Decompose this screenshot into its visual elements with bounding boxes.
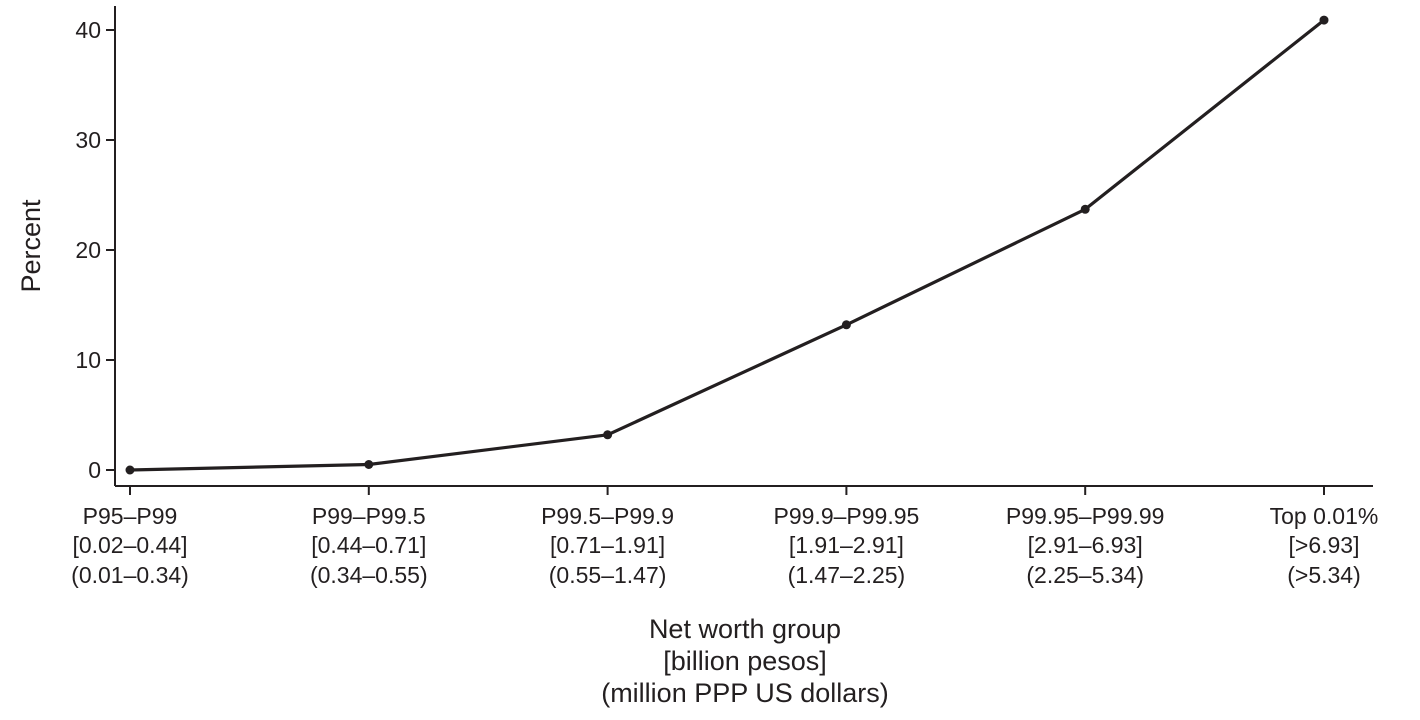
x-tick-label-usd: (>5.34) (1287, 562, 1361, 588)
y-tick-label: 40 (75, 17, 101, 43)
x-tick-label-pesos: [0.44–0.71] (311, 532, 426, 558)
x-tick-label-pesos: [>6.93] (1289, 532, 1360, 558)
x-tick-label: P99.5–P99.9 (541, 503, 674, 529)
x-tick-label-pesos: [0.02–0.44] (72, 532, 187, 558)
x-tick-label: P99.9–P99.95 (774, 503, 920, 529)
data-point (1319, 15, 1329, 25)
x-tick-label: P95–P99 (83, 503, 178, 529)
x-axis-title-line: (million PPP US dollars) (601, 678, 889, 708)
y-tick-label: 30 (75, 127, 101, 153)
y-axis-title: Percent (16, 199, 46, 293)
y-tick-label: 20 (75, 237, 101, 263)
x-tick-label-usd: (2.25–5.34) (1026, 562, 1144, 588)
data-point (603, 430, 613, 440)
x-tick-label-pesos: [0.71–1.91] (550, 532, 665, 558)
x-tick-label: P99.95–P99.99 (1006, 503, 1165, 529)
x-axis-title-line: [billion pesos] (663, 646, 827, 676)
data-point (841, 320, 851, 330)
x-tick-label-pesos: [1.91–2.91] (789, 532, 904, 558)
x-tick-label-usd: (0.55–1.47) (549, 562, 667, 588)
data-point (1080, 204, 1090, 214)
x-axis-title-line: Net worth group (649, 614, 841, 644)
data-point (125, 465, 135, 475)
x-tick-label-pesos: [2.91–6.93] (1028, 532, 1143, 558)
x-tick-label-usd: (1.47–2.25) (788, 562, 906, 588)
x-tick-label-usd: (0.01–0.34) (71, 562, 189, 588)
y-tick-label: 0 (88, 457, 101, 483)
x-tick-label: P99–P99.5 (312, 503, 426, 529)
data-point (364, 460, 374, 469)
series-line (129, 18, 1325, 472)
x-tick-label-usd: (0.34–0.55) (310, 562, 428, 588)
x-tick-label: Top 0.01% (1270, 503, 1379, 529)
y-tick-label: 10 (75, 347, 101, 373)
